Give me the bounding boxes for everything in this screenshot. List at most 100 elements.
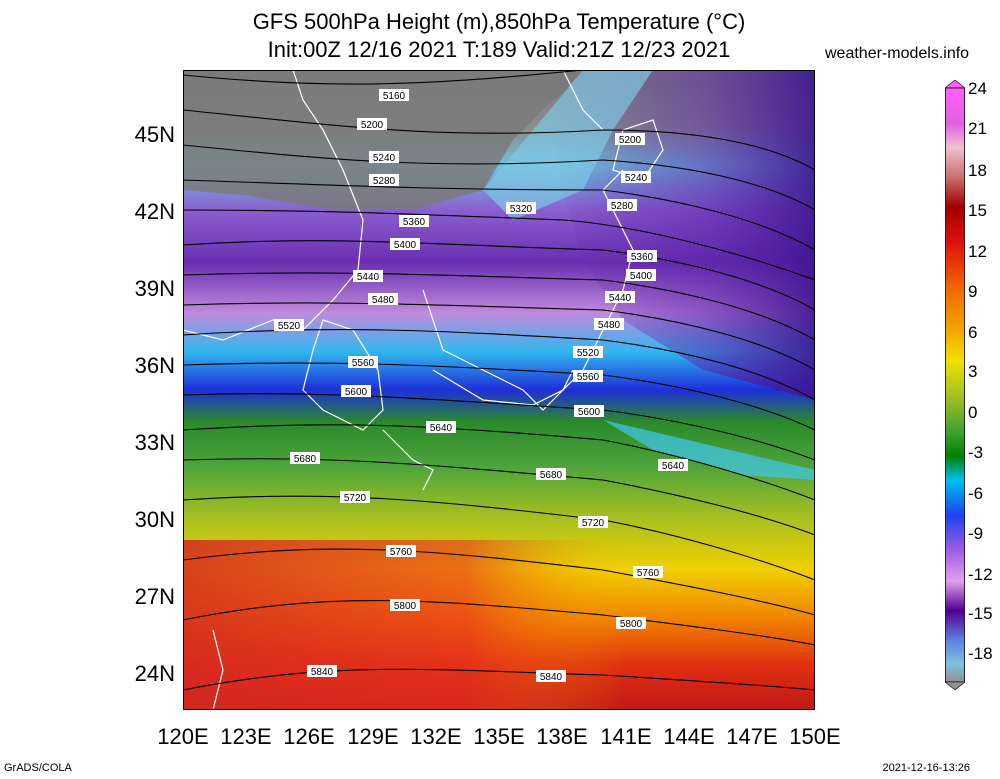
contour-label: 5160: [379, 89, 409, 102]
svg-text:5440: 5440: [357, 272, 380, 283]
cold-core-northwest: [183, 70, 583, 210]
lat-label: 45N: [134, 122, 175, 147]
light-blue-band: [483, 70, 653, 220]
cold-pool-east: [543, 70, 815, 400]
lat-label: 42N: [134, 199, 175, 224]
contour-label: 5360: [399, 215, 429, 228]
contour-label: 5440: [353, 270, 383, 283]
contour-label: 5640: [658, 459, 688, 472]
colorbar-label: 24: [968, 79, 987, 98]
svg-text:5320: 5320: [510, 204, 533, 215]
svg-text:5240: 5240: [625, 173, 648, 184]
lon-label: 120E: [157, 724, 209, 749]
svg-text:5800: 5800: [394, 601, 417, 612]
height-contours: [182, 69, 816, 691]
contour-label: 5440: [605, 291, 635, 304]
colorbar-label: 21: [968, 119, 987, 138]
footer-right: 2021-12-16-13:26: [882, 762, 970, 774]
contour-label: 5520: [274, 319, 304, 332]
lat-label: 24N: [134, 661, 175, 686]
footer-left: GrADS/COLA: [4, 762, 72, 774]
colorbar-label: 3: [968, 362, 978, 381]
svg-text:5480: 5480: [598, 320, 621, 331]
svg-text:5160: 5160: [383, 91, 406, 102]
contour-label: 5360: [627, 250, 657, 263]
lat-label: 27N: [134, 584, 175, 609]
svg-text:5760: 5760: [390, 547, 413, 558]
svg-text:5440: 5440: [609, 293, 632, 304]
colorbar-label: 9: [968, 282, 978, 301]
contour-label: 5520: [573, 346, 603, 359]
lon-label: 129E: [347, 724, 399, 749]
contour-label: 5400: [390, 238, 420, 251]
svg-text:5640: 5640: [662, 461, 685, 472]
colorbar-label: 18: [968, 161, 987, 180]
svg-text:5600: 5600: [578, 407, 601, 418]
site-credit: weather-models.info: [825, 45, 970, 62]
svg-text:5400: 5400: [630, 271, 653, 282]
colorbar-label: -18: [968, 644, 993, 663]
svg-text:5280: 5280: [611, 201, 634, 212]
contour-label-group: 5160 5200 5200 5240 5240 5280 5280 5320 …: [274, 89, 688, 683]
svg-text:5720: 5720: [582, 518, 605, 529]
lon-label: 132E: [410, 724, 462, 749]
contour-label: 5480: [594, 318, 624, 331]
contour-label: 5720: [578, 516, 608, 529]
contour-label: 5760: [633, 566, 663, 579]
contour-label: 5280: [369, 174, 399, 187]
map-frame: [183, 70, 815, 710]
contour-label: 5800: [390, 599, 420, 612]
contour-label: 5680: [290, 452, 320, 465]
colorbar-label: -6: [968, 484, 984, 503]
contour-label: 5560: [573, 370, 603, 383]
svg-text:5520: 5520: [278, 321, 301, 332]
contour-label: 5680: [536, 468, 566, 481]
weather-map: 5160 5200 5200 5240 5240 5280 5280 5320 …: [182, 69, 816, 711]
svg-text:5840: 5840: [540, 672, 563, 683]
lon-label: 150E: [789, 724, 841, 749]
svg-text:5680: 5680: [294, 454, 317, 465]
svg-text:5560: 5560: [352, 358, 375, 369]
contour-label: 5240: [621, 171, 651, 184]
svg-text:5680: 5680: [540, 470, 563, 481]
contour-label: 5600: [574, 405, 604, 418]
map-title: GFS 500hPa Height (m),850hPa Temperature…: [252, 9, 746, 34]
contour-label: 5840: [536, 670, 566, 683]
svg-text:5240: 5240: [373, 153, 396, 164]
contour-label: 5240: [369, 151, 399, 164]
svg-text:5800: 5800: [620, 619, 643, 630]
near-zero-band: [603, 420, 815, 480]
lat-label: 36N: [134, 353, 175, 378]
contour-label: 5720: [340, 491, 370, 504]
colorbar-label: 6: [968, 323, 978, 342]
svg-text:5720: 5720: [344, 493, 367, 504]
colorbar-label: 12: [968, 242, 987, 261]
svg-text:5480: 5480: [372, 295, 395, 306]
map-subtitle: Init:00Z 12/16 2021 T:189 Valid:21Z 12/2…: [267, 37, 731, 62]
lon-label: 141E: [600, 724, 652, 749]
contour-label: 5200: [615, 133, 645, 146]
colorbar-label: -3: [968, 443, 984, 462]
contour-label: 5560: [348, 356, 378, 369]
colorbar-label: -12: [968, 565, 993, 584]
svg-text:5360: 5360: [631, 252, 654, 263]
contour-label: 5840: [307, 665, 337, 678]
lon-label: 147E: [726, 724, 778, 749]
contour-label: 5800: [616, 617, 646, 630]
contour-label: 5760: [386, 545, 416, 558]
svg-text:5200: 5200: [361, 120, 384, 131]
contour-label: 5200: [357, 118, 387, 131]
svg-text:5600: 5600: [345, 387, 368, 398]
svg-text:5640: 5640: [430, 423, 453, 434]
contour-label: 5480: [368, 293, 398, 306]
lon-label: 123E: [220, 724, 272, 749]
svg-text:5200: 5200: [619, 135, 642, 146]
contour-label: 5400: [626, 269, 656, 282]
colorbar-label: -15: [968, 604, 993, 623]
svg-text:5400: 5400: [394, 240, 417, 251]
svg-text:5280: 5280: [373, 176, 396, 187]
svg-text:5560: 5560: [577, 372, 600, 383]
svg-text:5760: 5760: [637, 568, 660, 579]
contour-label: 5600: [341, 385, 371, 398]
lon-label: 126E: [283, 724, 335, 749]
